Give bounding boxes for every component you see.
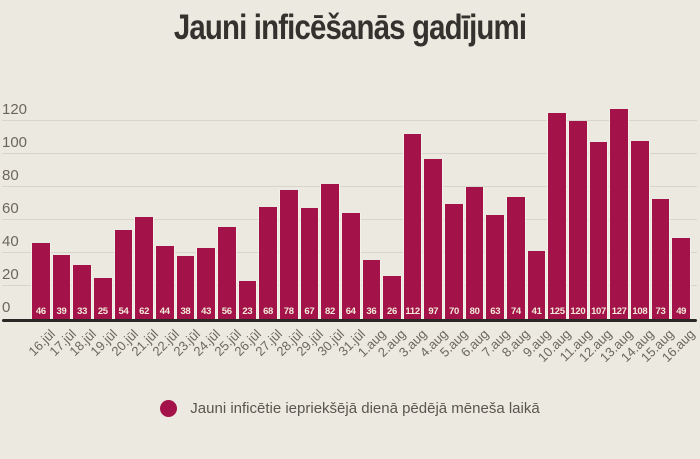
bar: 23 <box>237 281 258 319</box>
bar-value-label: 43 <box>201 306 212 317</box>
bar-value-label: 36 <box>366 306 377 317</box>
y-axis-tick-label: 120 <box>2 101 28 118</box>
bar: 26 <box>382 276 402 319</box>
bar: 41 <box>526 251 547 319</box>
bar: 39 <box>51 254 72 319</box>
bar-value-label: 78 <box>283 306 294 317</box>
bar: 127 <box>609 109 630 319</box>
bar: 63 <box>485 215 506 319</box>
bar: 108 <box>630 140 650 319</box>
bar: 68 <box>258 206 278 319</box>
bar-value-label: 68 <box>263 306 274 317</box>
bar-value-label: 108 <box>632 306 648 317</box>
bar-value-label: 62 <box>139 306 150 317</box>
legend: Jauni inficētie iepriekšējā dienā pēdējā… <box>0 397 700 419</box>
bar: 43 <box>196 248 216 319</box>
bar: 54 <box>113 229 134 319</box>
bar-value-label: 33 <box>77 306 88 317</box>
bar: 67 <box>299 208 320 319</box>
bar-value-label: 120 <box>570 306 586 317</box>
bars-container: 46 39 33 25 54 62 44 38 43 56 23 68 78 67 82 64 36 26 112 9… <box>31 106 691 319</box>
bar-value-label: 112 <box>405 306 420 317</box>
bar-value-label: 82 <box>325 306 335 317</box>
x-axis-line <box>2 319 697 322</box>
bar: 49 <box>671 238 691 319</box>
y-axis-tick-label: 0 <box>2 299 11 316</box>
legend-label: Jauni inficētie iepriekšējā dienā pēdējā… <box>190 399 540 417</box>
bar-value-label: 80 <box>469 306 480 317</box>
bar: 62 <box>134 216 154 319</box>
bar-value-label: 46 <box>35 306 46 317</box>
bar: 36 <box>361 259 382 319</box>
bar-value-label: 56 <box>221 306 232 317</box>
bar: 78 <box>278 190 299 319</box>
bar-value-label: 63 <box>490 306 501 317</box>
gridline <box>2 120 697 121</box>
bar: 38 <box>175 256 196 319</box>
y-axis-tick-label: 40 <box>2 233 19 250</box>
bar: 56 <box>216 226 237 319</box>
bar-value-label: 107 <box>591 306 607 317</box>
bar-value-label: 39 <box>56 306 67 317</box>
bar: 97 <box>423 158 444 319</box>
gridline <box>2 153 697 154</box>
bar: 33 <box>72 264 92 319</box>
bar: 82 <box>320 183 340 319</box>
bar: 64 <box>340 213 361 319</box>
gridline <box>2 186 697 187</box>
bar-value-label: 25 <box>97 306 108 317</box>
bar-value-label: 125 <box>549 306 565 317</box>
bar-value-label: 127 <box>611 306 627 317</box>
bar-value-label: 70 <box>448 306 459 317</box>
bar-value-label: 74 <box>510 306 521 317</box>
bar: 74 <box>506 196 526 319</box>
bar: 25 <box>92 277 113 319</box>
plot-area: 0 20 40 60 80 100 120 46 39 33 25 54 62 44 38 43 56 23 68… <box>0 102 700 319</box>
bar-value-label: 97 <box>428 306 439 317</box>
chart-title: Jauni inficēšanās gadījumi <box>173 8 527 47</box>
y-axis-tick-label: 100 <box>2 134 28 151</box>
bar: 125 <box>547 112 568 319</box>
bar-value-label: 44 <box>159 306 170 317</box>
y-axis-tick-label: 80 <box>2 167 19 184</box>
bar: 107 <box>588 142 609 319</box>
bar-value-label: 49 <box>676 306 687 317</box>
bar-value-label: 67 <box>304 306 315 317</box>
bar-value-label: 41 <box>531 306 542 317</box>
bar-value-label: 26 <box>387 306 397 317</box>
legend-marker-circle <box>160 399 178 417</box>
bar: 112 <box>402 134 423 319</box>
bar: 80 <box>464 187 485 319</box>
bar: 44 <box>154 246 175 319</box>
bar-value-label: 54 <box>118 306 129 317</box>
bar-value-label: 73 <box>655 306 666 317</box>
bar: 120 <box>568 121 588 319</box>
y-axis-tick-label: 20 <box>2 266 19 283</box>
y-axis-tick-label: 60 <box>2 200 19 217</box>
bar-value-label: 64 <box>345 306 356 317</box>
bar-value-label: 38 <box>180 306 191 317</box>
bar: 46 <box>31 243 51 319</box>
bar-value-label: 23 <box>242 306 253 317</box>
bar: 70 <box>444 203 464 319</box>
bar: 73 <box>650 198 671 319</box>
